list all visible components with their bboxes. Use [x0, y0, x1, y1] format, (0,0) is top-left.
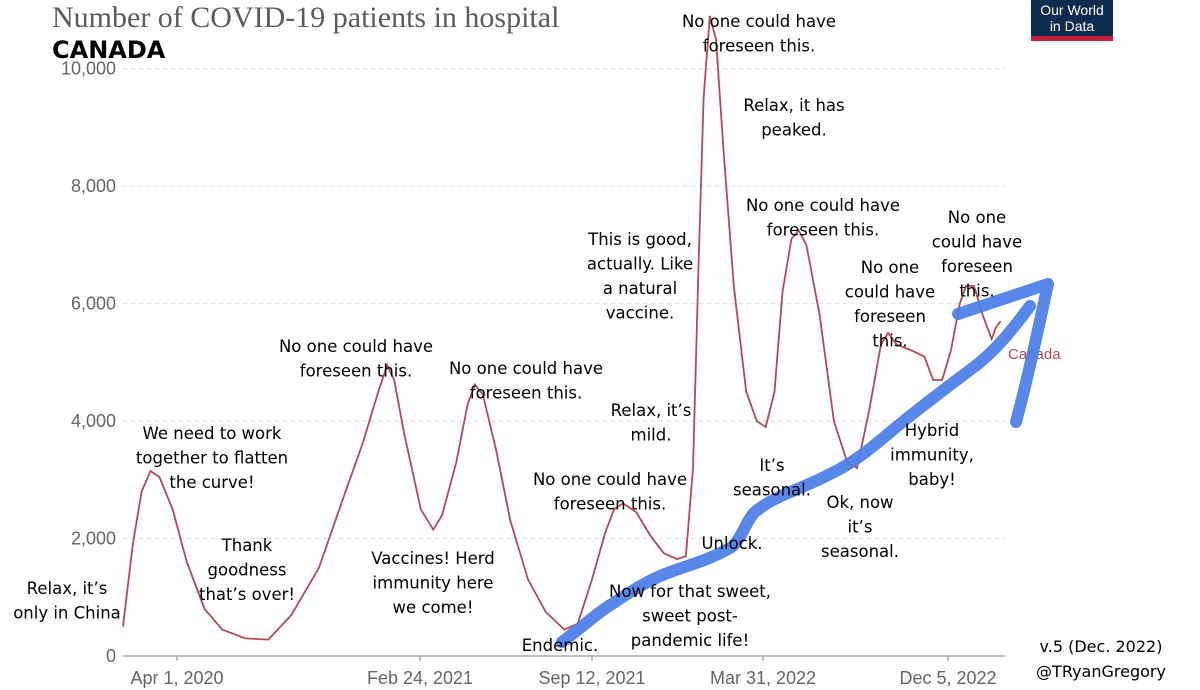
- annotation-line: actually. Like: [587, 255, 693, 274]
- annotation-line: No one could have: [533, 470, 687, 489]
- annotation-natural-vaccine: This is good, actually. Like a natural vacc…: [587, 230, 693, 323]
- logo-line-1: Our World: [1040, 2, 1104, 18]
- trend-arrowhead: [952, 278, 1054, 428]
- annotation-line: Ok, now: [826, 493, 893, 512]
- logo-accent-bar: [1031, 36, 1113, 41]
- annotation-line: Thank: [221, 536, 273, 555]
- annotation-foreseen-omicron: No one could have foreseen this.: [682, 12, 836, 56]
- y-tick-label: 2,000: [71, 529, 116, 549]
- annotation-line: Relax, it’s: [27, 579, 108, 598]
- annotation-line: Now for that sweet,: [609, 582, 771, 601]
- x-tick-label: Mar 31, 2022: [710, 668, 816, 688]
- annotation-line: foreseen this.: [300, 362, 412, 381]
- owid-logo: Our World in Data: [1031, 0, 1113, 41]
- annotation-line: No one could have: [682, 12, 836, 31]
- annotation-line: No one: [948, 208, 1006, 227]
- annotation-ok-now-seasonal: Ok, now it’s seasonal.: [821, 493, 899, 561]
- annotation-line: No one could have: [279, 337, 433, 356]
- annotation-vaccines-herd-immunity: Vaccines! Herd immunity here we come!: [371, 549, 494, 617]
- y-tick-label: 0: [106, 646, 116, 666]
- annotation-line: peaked.: [761, 121, 827, 140]
- series-line-canada: [122, 15, 1002, 641]
- annotation-line: immunity here: [373, 574, 494, 593]
- x-tick-label: Feb 24, 2021: [367, 668, 473, 688]
- annotation-relax-only-in-china: Relax, it’s only in China: [13, 579, 121, 623]
- annotation-line: seasonal.: [821, 542, 899, 561]
- annotation-hybrid-immunity: Hybrid immunity, baby!: [890, 421, 974, 489]
- annotation-line: this.: [959, 282, 994, 301]
- gridlines: [123, 68, 1005, 540]
- annotation-line: foreseen this.: [703, 37, 815, 56]
- annotation-line: together to flatten: [136, 449, 288, 468]
- annotation-line: vaccine.: [606, 304, 674, 323]
- y-tick-label: 10,000: [61, 59, 116, 79]
- annotation-line: foreseen: [854, 307, 926, 326]
- annotation-line: foreseen this.: [470, 384, 582, 403]
- annotation-post-pandemic-life: Now for that sweet, sweet post-pandemic l…: [609, 582, 771, 650]
- annotation-line: Unlock.: [701, 534, 762, 553]
- annotation-line: that’s over!: [199, 585, 295, 604]
- y-tick-label: 8,000: [71, 176, 116, 196]
- annotation-foreseen-wave-2: No one could have foreseen this.: [279, 337, 433, 381]
- y-tick-label: 4,000: [71, 411, 116, 431]
- annotation-line: only in China: [13, 604, 121, 623]
- annotation-line: foreseen: [941, 257, 1013, 276]
- annotation-line: a natural: [603, 279, 677, 298]
- x-tick-label: Dec 5, 2022: [899, 668, 996, 688]
- annotation-line: This is good,: [587, 230, 692, 249]
- annotation-line: mild.: [631, 426, 672, 445]
- annotation-unlock: Unlock.: [701, 534, 762, 553]
- annotation-line: seasonal.: [733, 481, 811, 500]
- annotation-line: baby!: [908, 470, 955, 489]
- annotation-line: It’s: [759, 456, 784, 475]
- annotation-its-seasonal: It’s seasonal.: [733, 456, 811, 500]
- chart-title: Number of COVID-19 patients in hospital: [52, 1, 559, 34]
- annotation-flatten-the-curve: We need to work together to flatten the cu…: [136, 424, 288, 492]
- logo-line-2: in Data: [1050, 18, 1095, 34]
- annotation-line: could have: [845, 283, 935, 302]
- annotation-line: Relax, it’s: [611, 401, 692, 420]
- annotation-foreseen-ba5: No one could have foreseen this.: [845, 258, 935, 351]
- annotation-foreseen-ba2: No one could have foreseen this.: [746, 196, 900, 240]
- annotation-line: No one could have: [449, 359, 603, 378]
- annotation-endemic: Endemic.: [522, 636, 598, 655]
- annotation-line: No one could have: [746, 196, 900, 215]
- annotation-line: the curve!: [169, 473, 254, 492]
- author-credit: @TRyanGregory: [1036, 662, 1166, 681]
- annotation-relax-peaked: Relax, it has peaked.: [743, 96, 844, 140]
- annotation-line: Relax, it has: [743, 96, 844, 115]
- annotation-line: We need to work: [143, 424, 282, 443]
- trend-arrow-line: [556, 300, 1036, 648]
- annotation-relax-mild: Relax, it’s mild.: [611, 401, 692, 445]
- annotation-line: Endemic.: [522, 636, 598, 655]
- annotation-line: foreseen this.: [554, 495, 666, 514]
- annotation-line: could have: [932, 233, 1022, 252]
- logo-background: [1031, 0, 1113, 36]
- annotation-foreseen-fall-2022: No one could have foreseen this.: [932, 208, 1022, 301]
- annotation-line: this.: [872, 332, 907, 351]
- annotation-thank-goodness: Thank goodness that’s over!: [199, 536, 295, 604]
- annotation-line: No one: [861, 258, 919, 277]
- x-tick-label: Apr 1, 2020: [130, 668, 223, 688]
- annotation-line: goodness: [208, 561, 287, 580]
- annotation-line: Vaccines! Herd: [371, 549, 494, 568]
- annotation-line: we come!: [393, 598, 474, 617]
- annotation-line: foreseen this.: [767, 221, 879, 240]
- trend-arrow: [556, 278, 1054, 648]
- annotation-line: Hybrid: [905, 421, 960, 440]
- y-tick-label: 6,000: [71, 294, 116, 314]
- y-axis-ticks: 0 2,000 4,000 6,000 8,000 10,000: [61, 59, 116, 666]
- annotations: Relax, it’s only in China We need to work…: [13, 12, 1022, 655]
- annotation-line: sweet post-: [642, 607, 738, 626]
- x-tick-label: Sep 12, 2021: [538, 668, 645, 688]
- annotation-foreseen-delta: No one could have foreseen this.: [533, 470, 687, 514]
- x-axis-ticks: Apr 1, 2020 Feb 24, 2021 Sep 12, 2021 Mar 3…: [130, 656, 997, 688]
- annotation-line: it’s: [848, 518, 873, 537]
- annotation-foreseen-wave-3: No one could have foreseen this.: [449, 359, 603, 403]
- annotation-line: pandemic life!: [631, 631, 749, 650]
- chart-subtitle: CANADA: [52, 36, 166, 64]
- version-credit: v.5 (Dec. 2022): [1040, 637, 1163, 656]
- annotation-line: immunity,: [890, 446, 974, 465]
